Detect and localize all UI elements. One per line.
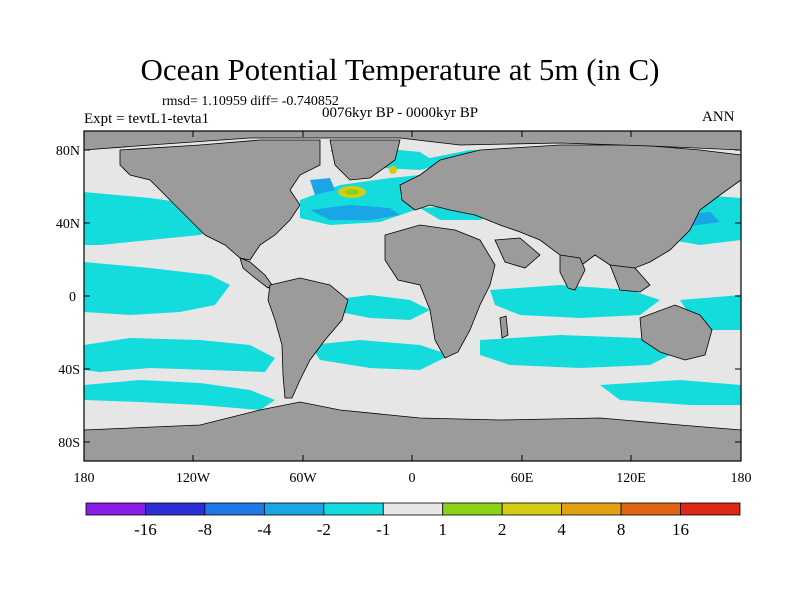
tropical-atlantic-cool-band: [330, 295, 430, 320]
colorbar-swatch: [501, 502, 563, 516]
colorbar-swatch: [680, 502, 741, 516]
colorbar-label: -4: [257, 520, 272, 539]
india: [559, 254, 586, 291]
south-america: [267, 277, 349, 399]
greenland: [329, 139, 401, 181]
eurasia: [399, 144, 742, 271]
period-label: 0076kyr BP - 0000kyr BP: [322, 105, 479, 121]
colorbar-swatch: [145, 502, 206, 516]
latitude-labels: 80N 40N 0 40S 80S: [56, 144, 80, 451]
lat-label: 80S: [58, 436, 80, 451]
norwegian-sea-warm-patch: [389, 166, 397, 174]
colorbar-label: 1: [438, 520, 447, 539]
colorbar-label: -1: [376, 520, 390, 539]
north-atlantic-warm-core: [345, 189, 359, 195]
tropical-pacific-cool-band: [84, 262, 230, 315]
south-indian-cool-band: [480, 335, 680, 368]
colorbar-swatch: [263, 502, 325, 516]
colorbar-swatch: [561, 502, 622, 516]
southern-ocean-east-band: [600, 380, 741, 405]
colorbar-label: 2: [498, 520, 507, 539]
lon-label: 60E: [511, 471, 534, 486]
south-atlantic-cool-band: [310, 340, 450, 370]
lon-label: 0: [409, 471, 416, 486]
land-masses: [83, 130, 742, 462]
lat-label: 0: [69, 290, 76, 305]
colorbar-swatch: [204, 502, 265, 516]
colorbar-swatch: [382, 502, 444, 516]
africa: [384, 224, 496, 359]
lon-label: 180: [731, 471, 752, 486]
southeast-asia: [609, 264, 651, 293]
colorbar-label: 16: [672, 520, 689, 539]
colorbar: -16 -8 -4 -2 -1 1 2 4 8 16: [85, 502, 741, 539]
longitude-labels: 180 120W 60W 0 60E 120E 180: [74, 471, 752, 486]
lon-label: 60W: [289, 471, 317, 486]
indian-ocean-cool-band: [490, 285, 660, 318]
colorbar-label: -8: [198, 520, 212, 539]
colorbar-label: 8: [617, 520, 626, 539]
warming-anomalies: [338, 166, 397, 198]
arabia: [494, 237, 541, 269]
experiment-label: Expt = tevtL1-tevta1: [84, 111, 210, 127]
map-panel: 80N 40N 0 40S 80S 180 120W 60W 0 60E 120…: [56, 130, 752, 486]
longitude-ticks: [83, 131, 742, 461]
map-title: Ocean Potential Temperature at 5m (in C): [140, 52, 660, 87]
season-label: ANN: [702, 109, 735, 125]
colorbar-label: 4: [557, 520, 566, 539]
lat-label: 40N: [56, 217, 80, 232]
colorbar-label: -2: [317, 520, 331, 539]
gulf-stream-cool-patch: [310, 205, 400, 220]
lon-label: 120E: [616, 471, 646, 486]
lon-label: 180: [74, 471, 95, 486]
southern-ocean-pacific-band: [84, 380, 275, 410]
colorbar-swatch: [323, 502, 384, 516]
lat-label: 80N: [56, 144, 80, 159]
lon-label: 120W: [176, 471, 211, 486]
north-america: [119, 139, 321, 261]
latitude-ticks: [84, 149, 741, 443]
colorbar-swatch: [620, 502, 681, 516]
madagascar: [499, 315, 509, 339]
labrador-cool-patch: [310, 178, 335, 195]
australia: [639, 304, 713, 361]
strong-cooling-anomalies: [310, 178, 720, 226]
lat-label: 40S: [58, 363, 80, 378]
colorbar-swatch: [85, 502, 146, 516]
colorbar-swatch: [442, 502, 503, 516]
south-pacific-cool-band: [84, 338, 275, 372]
colorbar-label: -16: [134, 520, 157, 539]
stats-text: rmsd= 1.10959 diff= -0.740852: [162, 94, 339, 109]
